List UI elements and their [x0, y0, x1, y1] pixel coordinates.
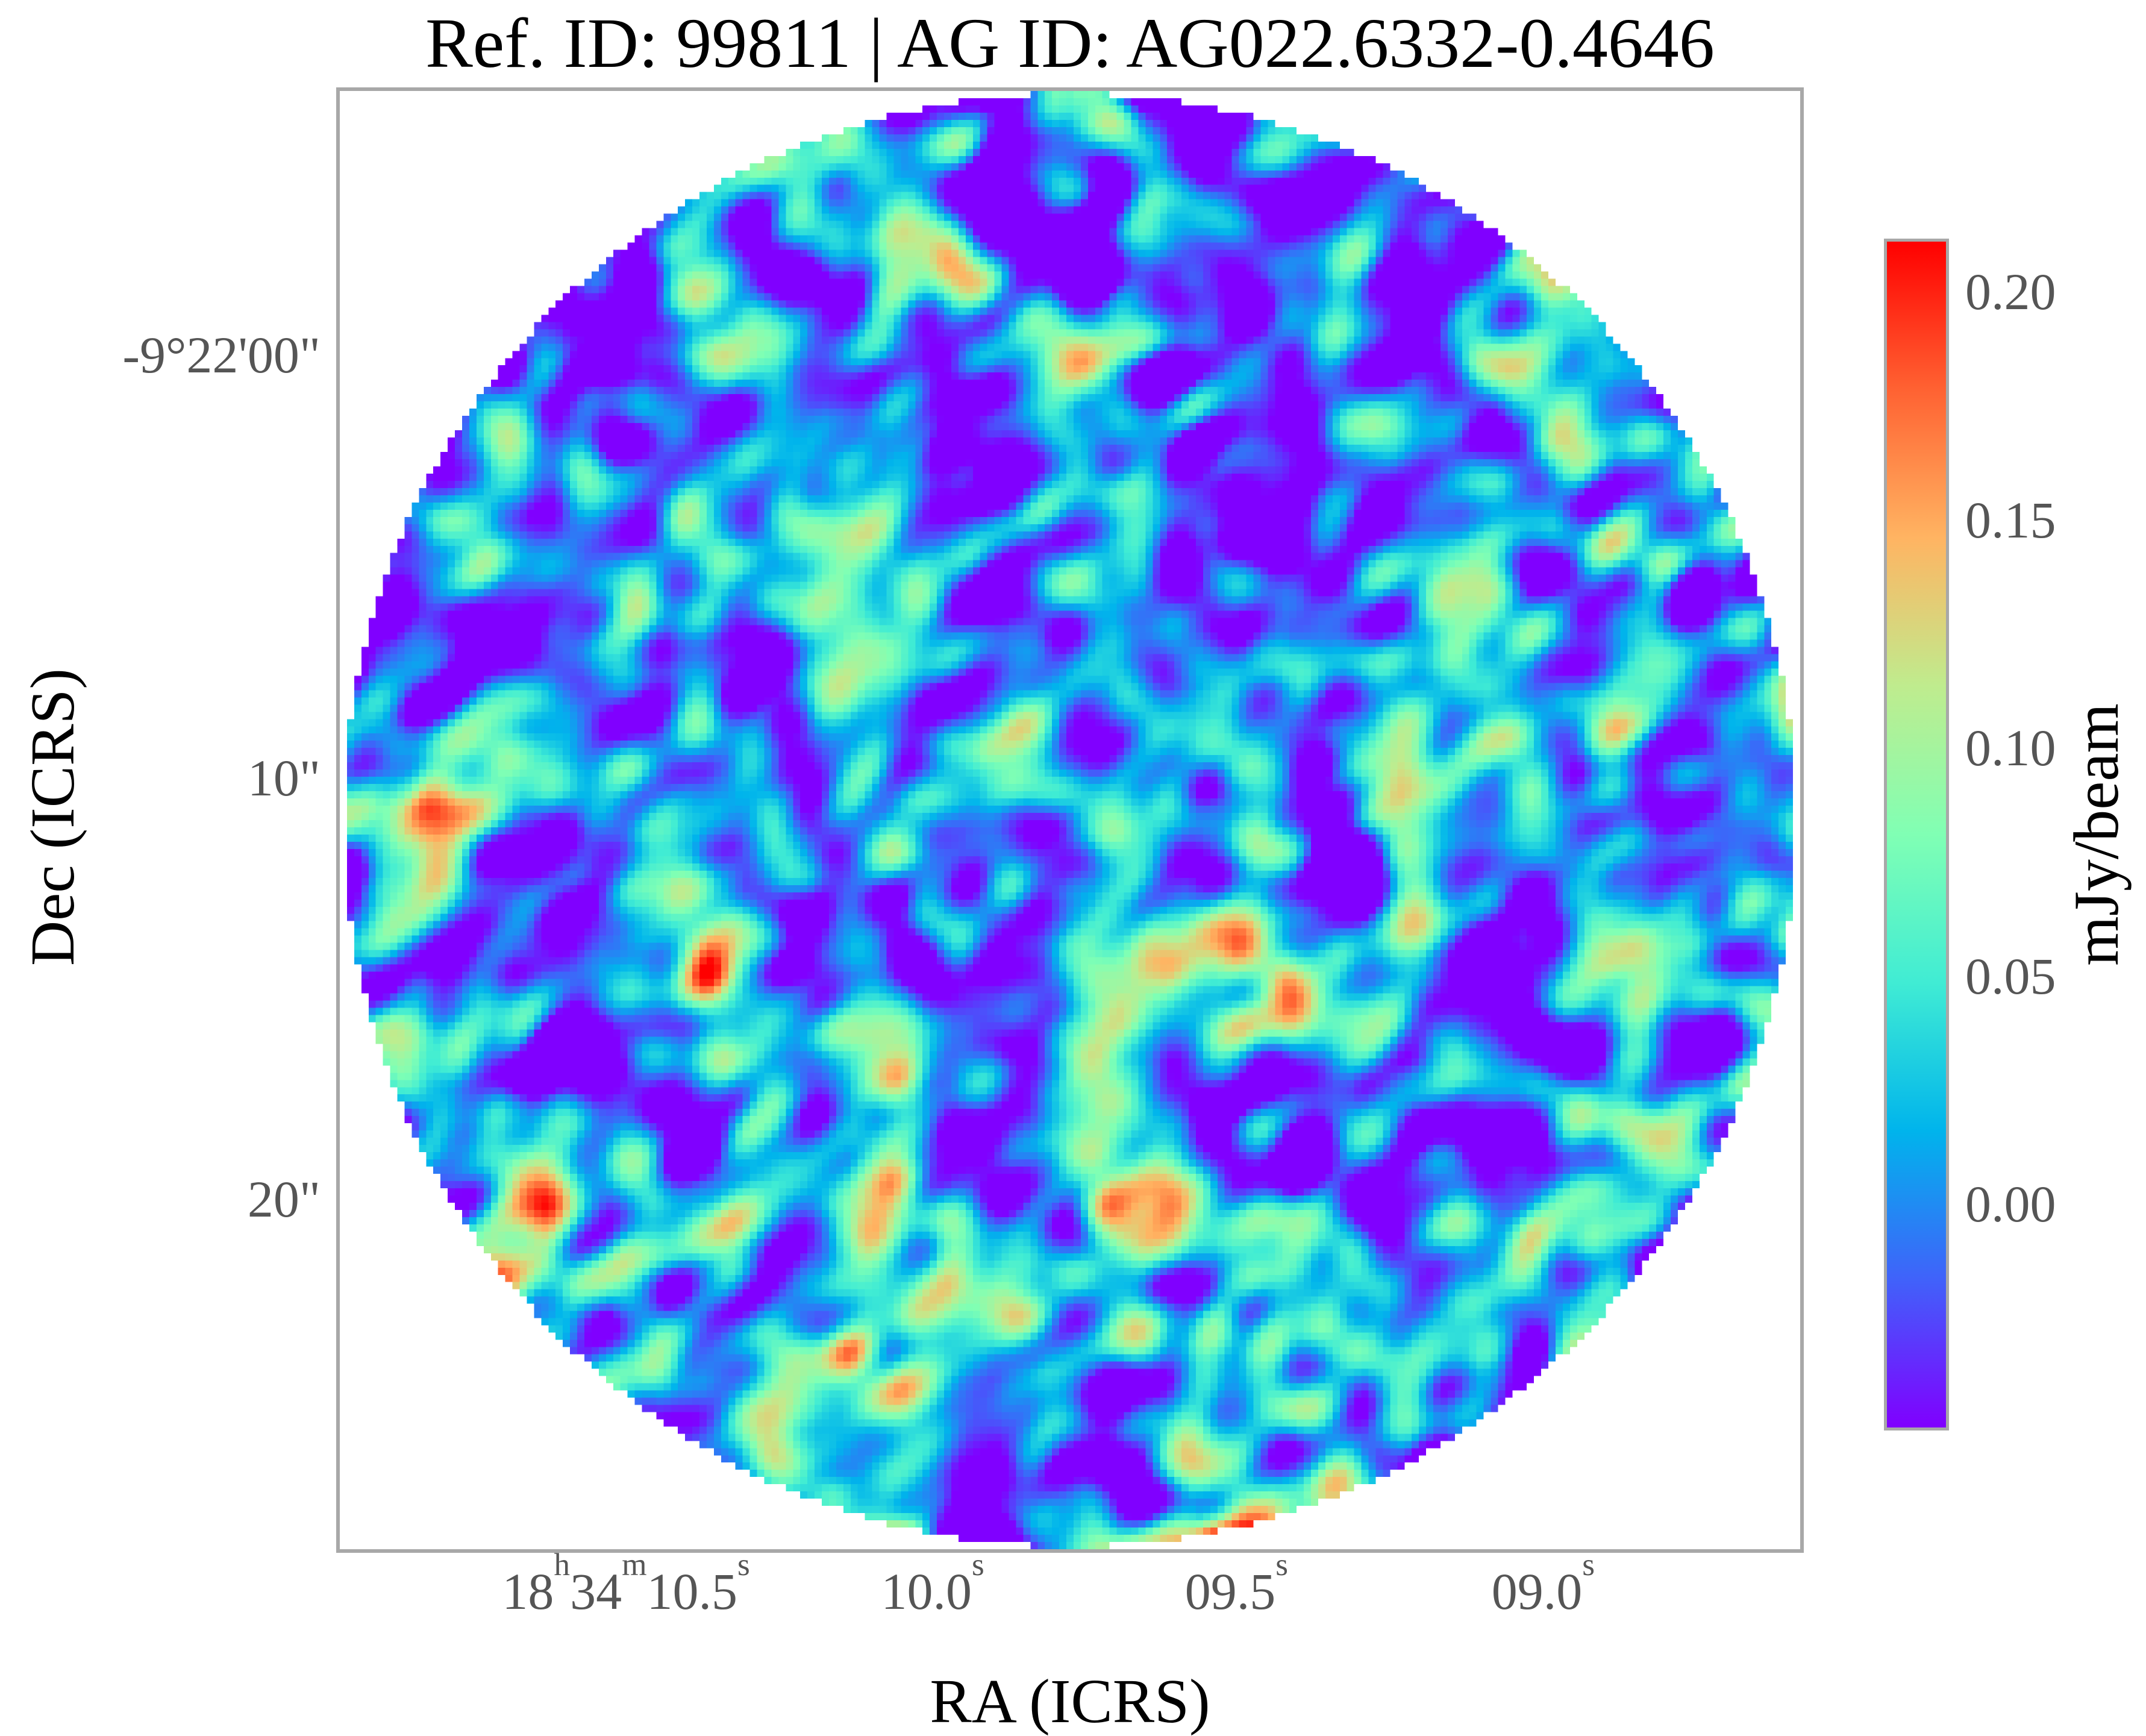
x-tick-label: 18h34m10.5s	[502, 1546, 750, 1620]
x-tick-unit-superscript: s	[972, 1546, 984, 1582]
x-tick-unit-superscript: s	[737, 1546, 750, 1582]
colorbar-tick-label: 0.20	[1965, 263, 2056, 321]
colorbar-label: mJy/beam	[2061, 703, 2132, 966]
colorbar-tick-label: 0.00	[1965, 1175, 2056, 1233]
x-tick-unit-superscript: s	[1582, 1546, 1595, 1582]
colorbar-tick-label: 0.10	[1965, 719, 2056, 777]
x-tick-unit-superscript: h	[554, 1546, 571, 1582]
x-tick-label: 09.5s	[1184, 1546, 1288, 1620]
sky-image	[340, 91, 1800, 1549]
colorbar-tick-label: 0.15	[1965, 490, 2056, 549]
y-tick-label: 10"	[247, 748, 321, 807]
y-tick-label: -9°22'00"	[122, 326, 321, 384]
colorbar	[1884, 239, 1949, 1430]
dec-axis-label: Dec (ICRS)	[18, 668, 87, 966]
x-tick-unit-superscript: m	[622, 1546, 647, 1582]
x-tick-label: 09.0s	[1491, 1546, 1595, 1620]
colorbar-tick-label: 0.05	[1965, 947, 2056, 1005]
plot-frame	[336, 87, 1804, 1553]
y-tick-label: 20"	[247, 1170, 321, 1229]
colorbar-gradient	[1887, 242, 1946, 1427]
x-tick-label: 10.0s	[881, 1546, 984, 1620]
x-tick-unit-superscript: s	[1275, 1546, 1288, 1582]
figure-title: Ref. ID: 99811 | AG ID: AG022.6332-0.464…	[425, 4, 1715, 83]
ra-axis-label: RA (ICRS)	[930, 1667, 1210, 1736]
